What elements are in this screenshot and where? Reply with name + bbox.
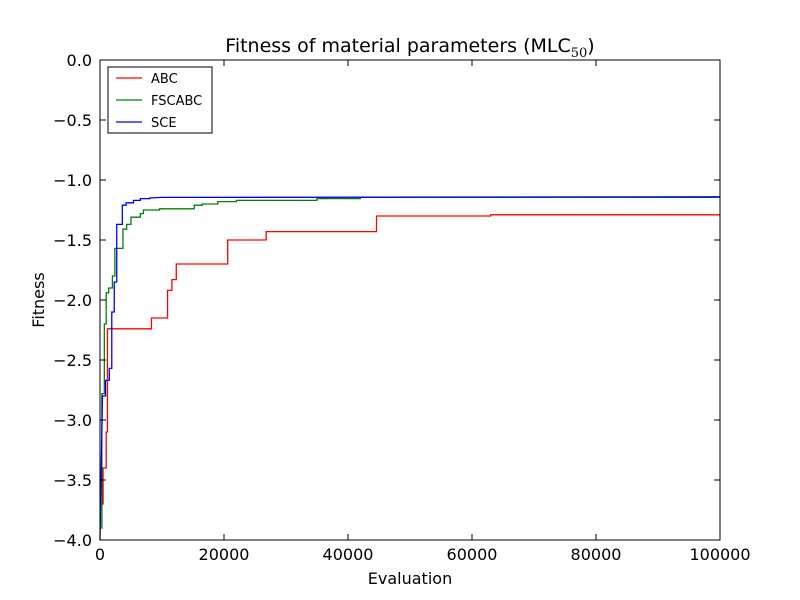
series-line-fscabc	[100, 196, 720, 529]
chart-title-main: Fitness of material parameters (MLC	[225, 35, 570, 57]
y-tick-label: −0.5	[53, 111, 92, 130]
y-tick-label: −2.5	[53, 351, 92, 370]
y-tick-label: −1.0	[53, 171, 92, 190]
ticks-layer: 0 20000 40000 60000 80000 100000 0.0 −0.5 −1.0 −1…	[53, 51, 750, 564]
y-tick-label: −3.5	[53, 471, 92, 490]
x-tick-label: 100000	[689, 545, 750, 564]
y-tick-label: −3.0	[53, 411, 92, 430]
y-tick-label: −4.0	[53, 531, 92, 550]
series-line-sce	[99, 196, 721, 541]
series-line-abc	[100, 214, 720, 505]
chart-title-close: )	[587, 35, 594, 57]
y-axis-label: Fitness	[29, 272, 48, 327]
x-tick-label: 60000	[447, 545, 498, 564]
chart-title-subscript: 50	[571, 46, 588, 61]
x-tick-label: 20000	[199, 545, 250, 564]
series-layer	[99, 196, 721, 541]
chart-title: Fitness of material parameters (MLC50)	[225, 35, 594, 61]
y-tick-label: −2.0	[53, 291, 92, 310]
legend-label-abc: ABC	[151, 72, 178, 87]
legend-label-sce: SCE	[151, 116, 177, 131]
legend-label-fscabc: FSCABC	[151, 94, 202, 109]
y-tick-label: 0.0	[67, 51, 92, 70]
legend: ABC FSCABC SCE	[107, 66, 213, 134]
x-tick-label: 80000	[571, 545, 622, 564]
x-axis-label: Evaluation	[368, 569, 452, 588]
x-tick-label: 40000	[323, 545, 374, 564]
x-tick-label: 0	[95, 545, 105, 564]
y-tick-label: −1.5	[53, 231, 92, 250]
